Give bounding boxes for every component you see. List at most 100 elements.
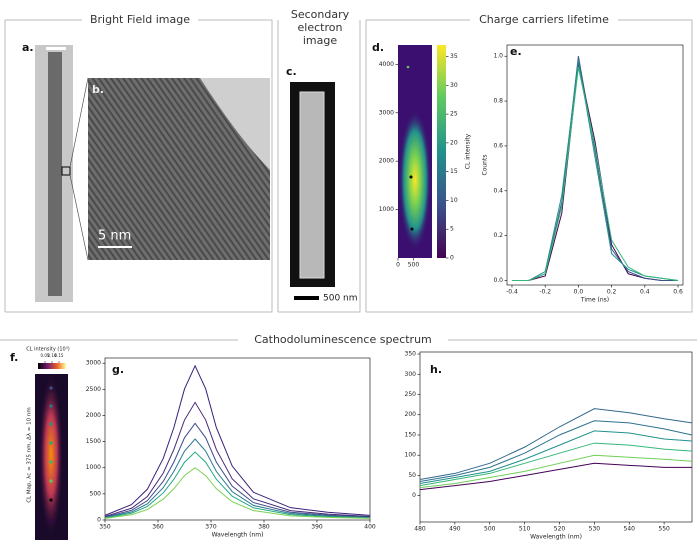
scale-bar bbox=[294, 296, 319, 300]
y-tick-label: 0.0 bbox=[493, 277, 503, 284]
x-tick-label: 530 bbox=[589, 526, 601, 533]
plot-frame bbox=[104, 357, 371, 521]
y-tick-label: 0.2 bbox=[493, 232, 503, 239]
y-tick-label: 2000 bbox=[86, 412, 101, 419]
scale-bar-label: 500 nm bbox=[323, 294, 358, 304]
data-line bbox=[104, 401, 371, 517]
frame bbox=[277, 20, 361, 313]
section-title: Bright Field image bbox=[90, 13, 190, 26]
zoom-line bbox=[69, 77, 89, 261]
x-tick-label: 390 bbox=[311, 524, 323, 531]
colorbar-tick-label: 25 bbox=[450, 111, 458, 118]
x-tick-label: 0 bbox=[396, 262, 400, 269]
data-line bbox=[104, 451, 371, 519]
data-line bbox=[511, 62, 679, 282]
y-tick-label: 350 bbox=[405, 351, 417, 358]
section-title: Cathodoluminescence spectrum bbox=[254, 333, 432, 346]
scale-bar-label: 5 nm bbox=[98, 229, 131, 244]
data-line bbox=[511, 67, 679, 282]
x-tick-label: -0.2 bbox=[539, 289, 551, 296]
x-tick-label: 360 bbox=[152, 524, 164, 531]
panel-label: b. bbox=[92, 83, 104, 96]
x-tick-label: 500 bbox=[408, 262, 420, 269]
y-tick-label: 0.4 bbox=[493, 187, 503, 194]
y-tick-label: 150 bbox=[405, 431, 417, 438]
vacuum-region bbox=[200, 78, 270, 170]
y-tick-label: 200 bbox=[405, 411, 417, 418]
scale-bar bbox=[46, 47, 66, 50]
scale-bar bbox=[98, 246, 132, 248]
cl-glow bbox=[39, 375, 63, 535]
probe-point bbox=[406, 65, 410, 69]
x-tick-label: 0.2 bbox=[607, 289, 617, 296]
colorbar-title: CL intensity (10³) bbox=[26, 347, 69, 353]
data-line bbox=[511, 56, 679, 282]
zoom-box bbox=[61, 166, 71, 176]
data-line bbox=[511, 60, 679, 282]
map-label: CL Map, λc = 375 nm, Δλ = 10 nm bbox=[27, 407, 33, 502]
panel-label: h. bbox=[430, 363, 442, 376]
y-tick-label: 0.8 bbox=[493, 98, 503, 105]
colorbar bbox=[38, 363, 66, 369]
x-tick-label: 550 bbox=[658, 526, 670, 533]
plot-frame bbox=[506, 44, 684, 286]
y-tick-label: 2000 bbox=[379, 158, 394, 165]
x-tick-label: 350 bbox=[99, 524, 111, 531]
x-tick-label: 500 bbox=[484, 526, 496, 533]
data-line bbox=[419, 408, 693, 480]
panel-label: d. bbox=[372, 41, 384, 54]
y-tick-label: 250 bbox=[405, 391, 417, 398]
frame bbox=[365, 19, 693, 313]
colorbar-tick-label: 0.10 bbox=[48, 353, 57, 358]
x-tick-label: 0.4 bbox=[640, 289, 650, 296]
x-axis-label: Time (ns) bbox=[580, 297, 609, 304]
y-tick-label: 0 bbox=[97, 517, 101, 524]
y-tick-label: 50 bbox=[408, 472, 416, 479]
colorbar-tick-label: 15 bbox=[450, 168, 458, 175]
colorbar-tick-label: 30 bbox=[450, 82, 458, 89]
x-tick-label: 490 bbox=[449, 526, 461, 533]
data-line bbox=[104, 364, 371, 516]
colorbar-label: CL intensity bbox=[465, 133, 472, 169]
data-line bbox=[419, 454, 693, 489]
data-line bbox=[104, 467, 371, 519]
y-axis-label: Counts bbox=[482, 155, 489, 176]
data-line bbox=[419, 442, 693, 487]
x-tick-label: 510 bbox=[519, 526, 531, 533]
probe-point bbox=[409, 175, 413, 179]
y-tick-label: 0 bbox=[412, 492, 416, 499]
plot-frame bbox=[419, 351, 693, 523]
colorbar-tick-label: 0.15 bbox=[55, 353, 64, 358]
panel-label: g. bbox=[112, 363, 124, 376]
panel-label: c. bbox=[286, 65, 297, 78]
colorbar-tick-label: 10 bbox=[450, 197, 458, 204]
panel-label: f. bbox=[10, 351, 18, 364]
data-line bbox=[104, 438, 371, 519]
probe-points bbox=[49, 386, 53, 522]
colorbar bbox=[437, 45, 446, 258]
data-line bbox=[104, 422, 371, 518]
panel-label: a. bbox=[22, 41, 34, 54]
x-axis-label: Wavelength (nm) bbox=[212, 532, 264, 539]
panel-label: e. bbox=[510, 45, 522, 58]
y-tick-label: 300 bbox=[405, 371, 417, 378]
x-tick-label: 0.0 bbox=[574, 289, 584, 296]
x-axis-label: Wavelength (nm) bbox=[530, 534, 582, 541]
nanowire bbox=[299, 91, 325, 279]
y-tick-label: 3000 bbox=[379, 109, 394, 116]
y-tick-label: 1000 bbox=[379, 206, 394, 213]
section-title: Charge carriers lifetime bbox=[479, 13, 609, 26]
data-line bbox=[419, 420, 693, 483]
y-tick-label: 1000 bbox=[86, 464, 101, 471]
frame bbox=[4, 19, 273, 313]
y-tick-label: 3000 bbox=[86, 360, 101, 367]
cl-glow bbox=[399, 110, 431, 250]
y-tick-label: 2500 bbox=[86, 386, 101, 393]
section-title: Secondary electron image bbox=[290, 8, 350, 47]
x-tick-label: 0.6 bbox=[673, 289, 683, 296]
y-tick-label: 4000 bbox=[379, 61, 394, 68]
x-tick-label: 520 bbox=[554, 526, 566, 533]
x-tick-label: 400 bbox=[364, 524, 376, 531]
